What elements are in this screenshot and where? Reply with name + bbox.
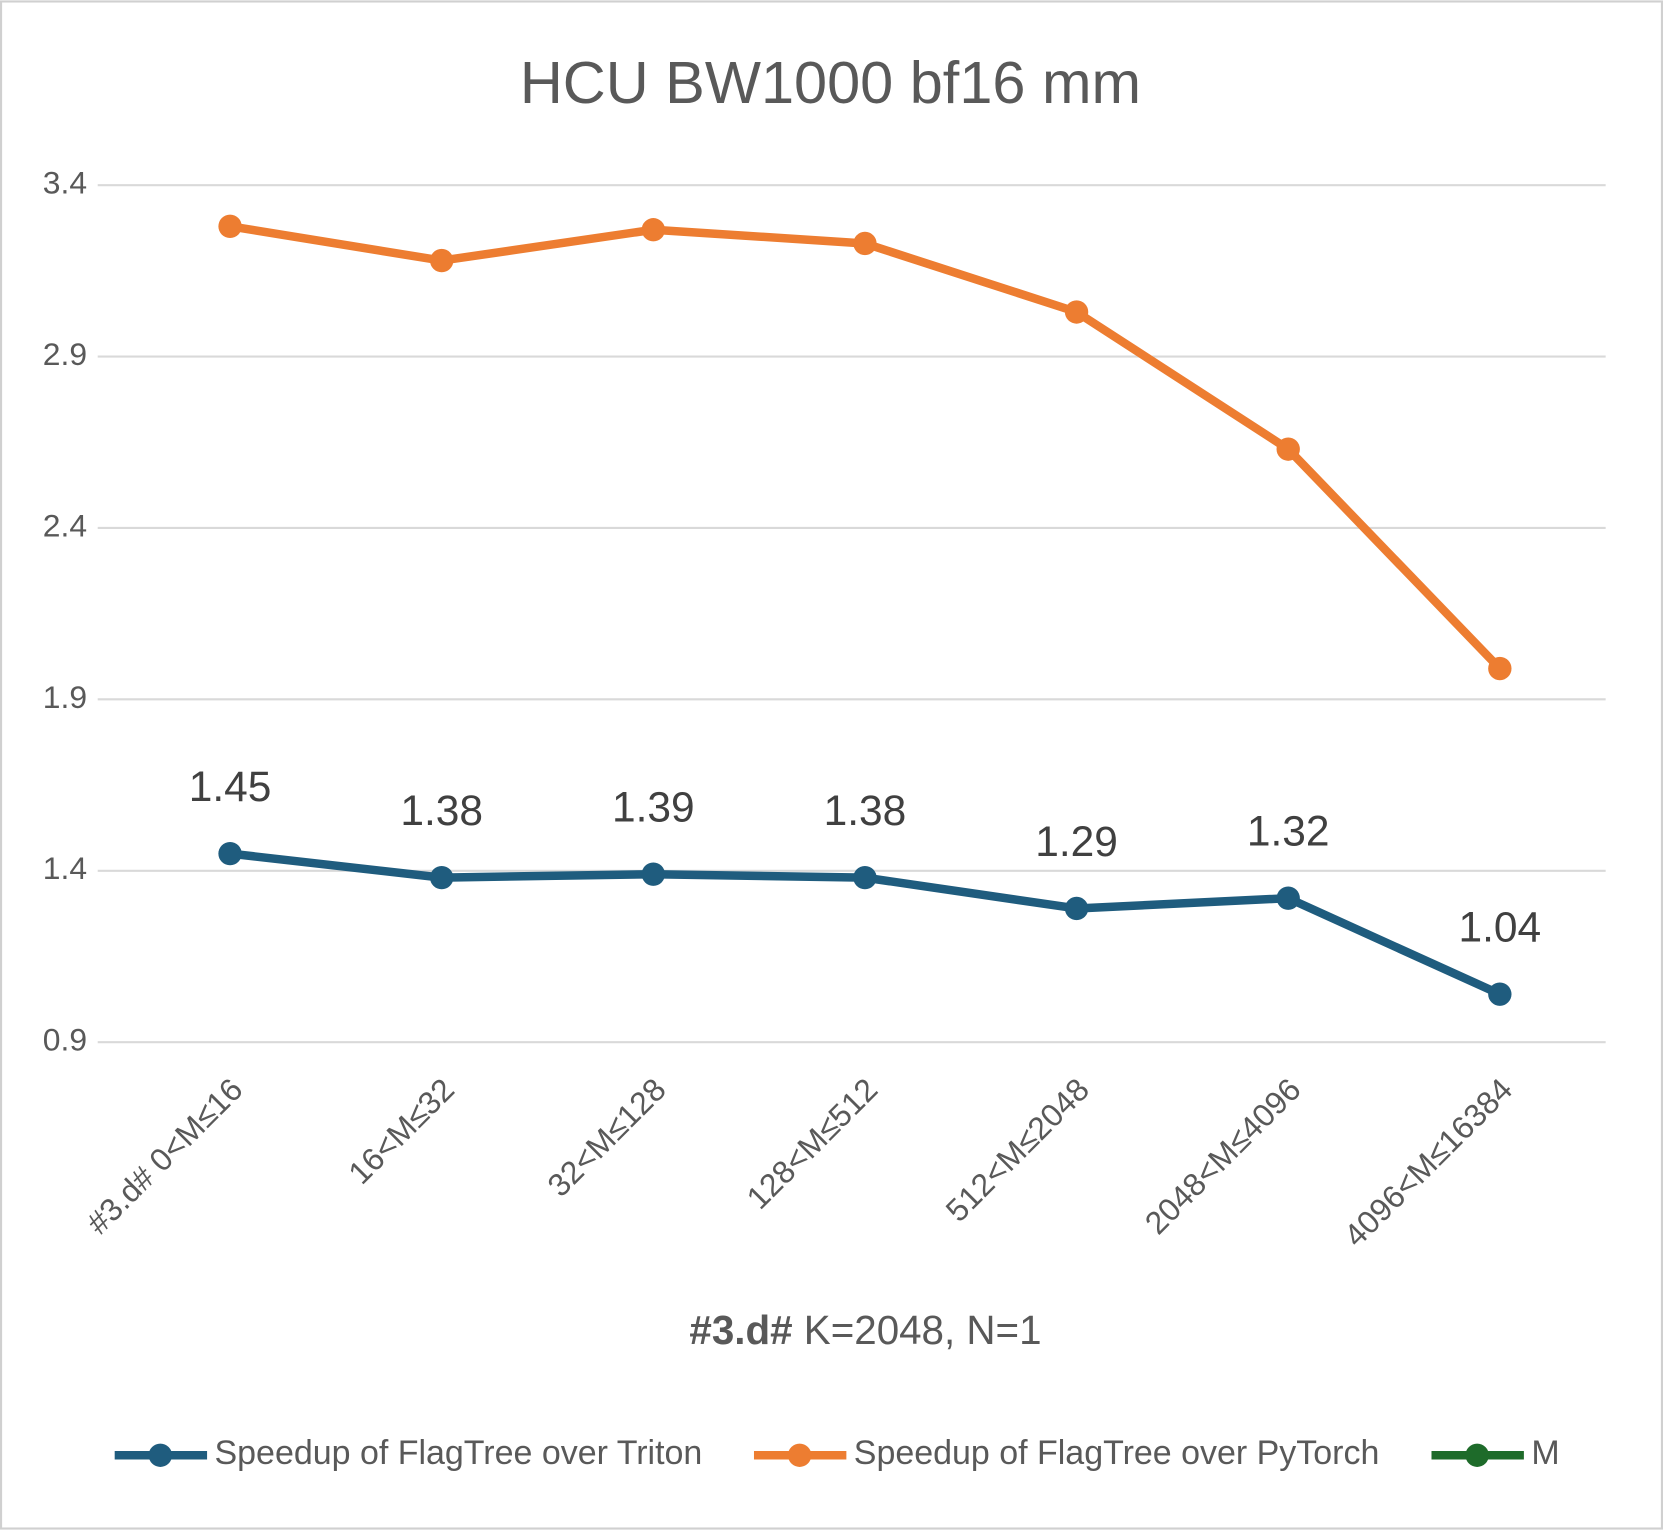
y-tick-label: 1.9 [43,679,87,715]
y-tick-label: 2.4 [43,507,87,543]
data-label: 1.04 [1459,904,1542,951]
data-label: 1.38 [400,787,483,834]
point [641,862,666,886]
point [1276,437,1300,461]
legend-label: Speedup of FlagTree over PyTorch [854,1434,1380,1472]
x-axis-title-rest: K=2048, N=1 [804,1307,1042,1353]
point [218,841,242,866]
point [430,865,454,890]
legend-label: Speedup of FlagTree over Triton [215,1434,703,1472]
chart-title: HCU BW1000 bf16 mm [520,49,1141,116]
legend-marker [1465,1443,1489,1467]
data-label: 1.39 [612,784,695,831]
point [1276,886,1300,910]
data-label: 1.38 [824,787,907,834]
y-tick-label: 2.9 [43,336,87,372]
point [1488,656,1512,681]
point [1064,896,1089,921]
legend-marker [148,1443,173,1467]
point [853,231,877,256]
legend-label: M [1531,1434,1559,1472]
data-label: 1.32 [1247,808,1330,855]
data-label: 1.45 [189,763,272,810]
legend-marker [787,1443,812,1467]
point [853,865,877,890]
point [1488,982,1512,1006]
point [218,214,242,238]
point [1064,300,1089,324]
point [430,248,454,273]
data-label: 1.29 [1035,818,1118,865]
y-tick-label: 3.4 [43,165,87,201]
point [641,218,666,242]
y-tick-label: 1.4 [43,850,87,886]
y-tick-label: 0.9 [43,1022,87,1058]
x-axis-title-bold: #3.d# [689,1307,792,1353]
x-axis-title: #3.d# K=2048, N=1 [689,1307,1041,1353]
